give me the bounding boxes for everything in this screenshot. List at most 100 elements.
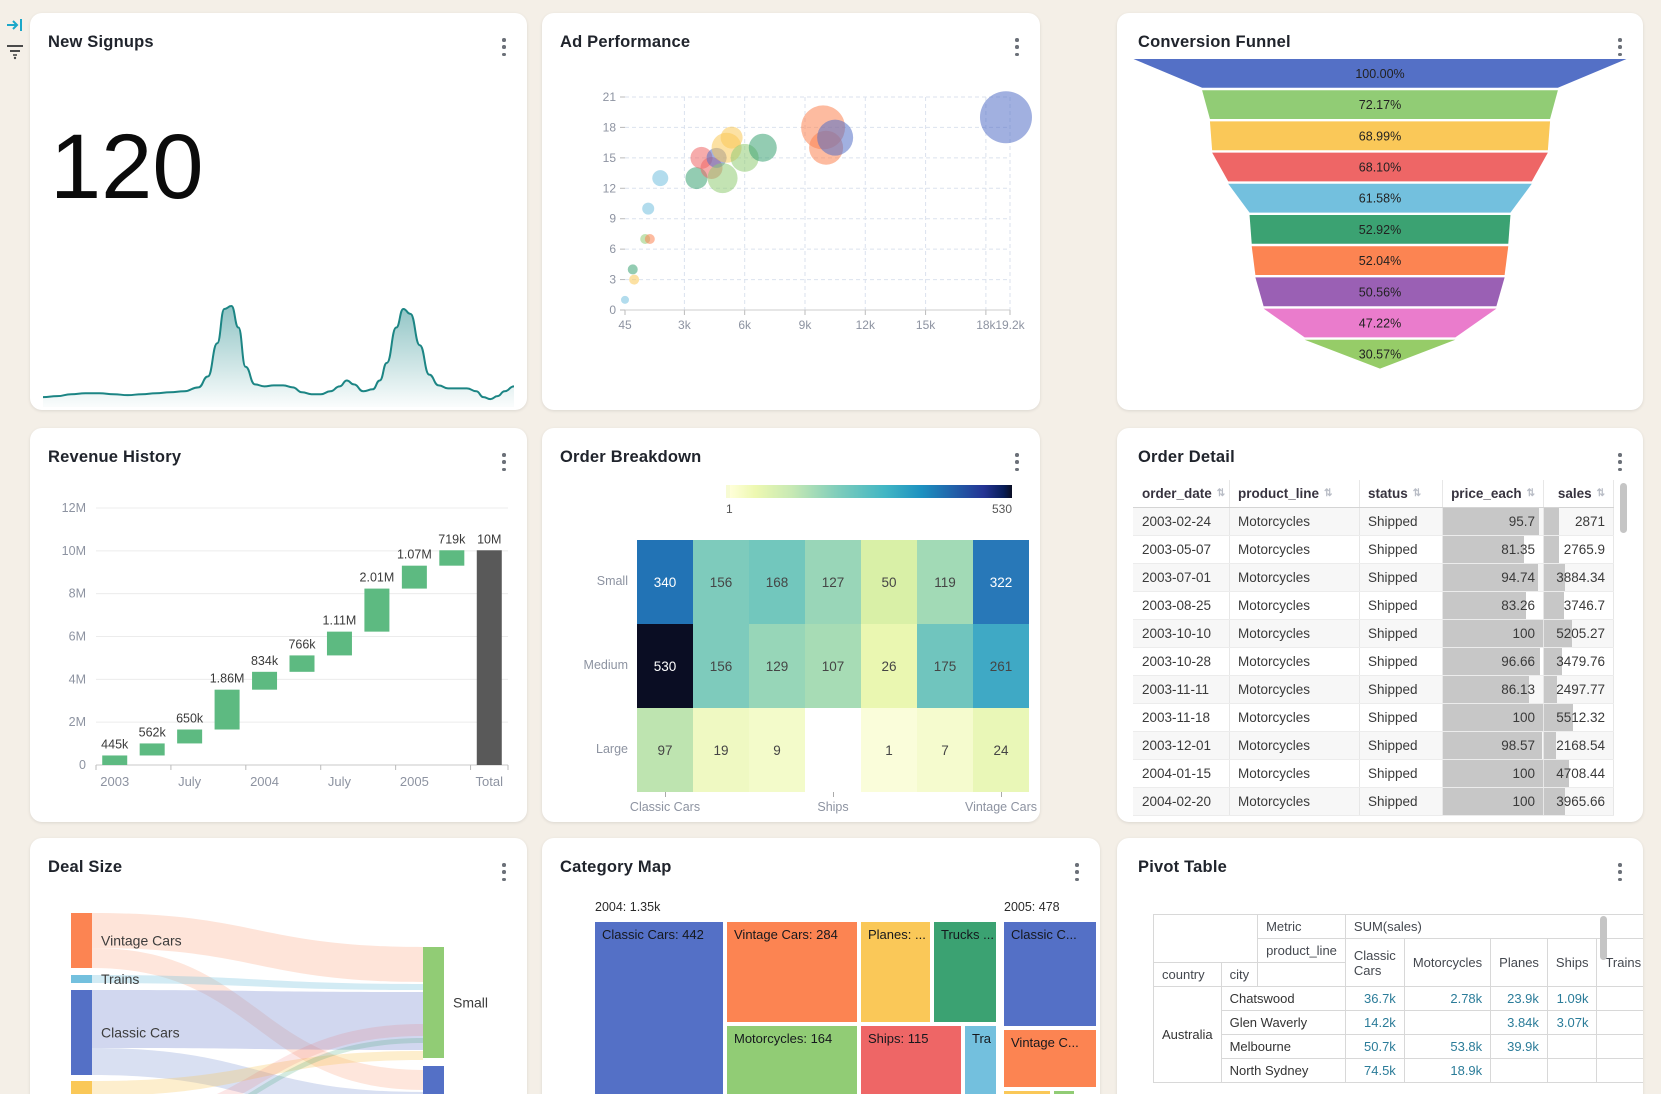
bubble[interactable] <box>652 170 669 187</box>
table-row[interactable]: 2003-10-10 Motorcycles Shipped 100 5205.27 <box>1133 620 1614 648</box>
table-row[interactable]: 2004-02-20 Motorcycles Shipped 100 3965.66 <box>1133 788 1614 816</box>
treemap-box[interactable] <box>1004 1091 1050 1094</box>
card-menu-icon[interactable] <box>1010 453 1024 471</box>
pivot-value-cell[interactable]: 2.78k <box>1403 986 1492 1011</box>
heatmap-cell[interactable]: 26 <box>861 624 917 708</box>
bubble[interactable] <box>627 264 638 275</box>
heatmap-cell[interactable]: 261 <box>973 624 1029 708</box>
heatmap-cell[interactable]: 340 <box>637 540 693 624</box>
sankey-link[interactable] <box>92 948 423 1090</box>
card-menu-icon[interactable] <box>497 453 511 471</box>
treemap-box[interactable]: Ships: 115 <box>861 1026 961 1094</box>
sankey-link[interactable] <box>92 990 423 1050</box>
funnel-segment[interactable] <box>1304 339 1456 369</box>
waterfall-bar[interactable] <box>289 655 315 672</box>
bubble[interactable] <box>642 202 655 215</box>
sankey-node[interactable] <box>71 975 92 983</box>
pivot-value-cell[interactable]: 50.7k <box>1344 1034 1405 1059</box>
funnel-segment[interactable] <box>1263 308 1497 338</box>
sankey-link[interactable] <box>92 913 423 982</box>
heatmap-cell[interactable]: 97 <box>637 708 693 792</box>
treemap-box[interactable]: Tra <box>965 1026 996 1094</box>
sankey-link[interactable] <box>92 1051 423 1094</box>
treemap-box[interactable]: Classic Cars: 442 <box>595 922 723 1094</box>
funnel-segment[interactable] <box>1202 90 1558 119</box>
sort-icon[interactable]: ⇅ <box>1412 488 1422 499</box>
waterfall-bar[interactable] <box>214 689 240 730</box>
pivot-value-cell[interactable]: 3.84k <box>1490 1010 1548 1035</box>
funnel-segment[interactable] <box>1212 152 1548 182</box>
sankey-node[interactable] <box>71 913 92 968</box>
treemap-box[interactable]: Motorcycles: 164 <box>727 1026 857 1094</box>
sankey-link[interactable] <box>92 975 423 990</box>
heatmap-cell[interactable]: 50 <box>861 540 917 624</box>
table-row[interactable]: 2003-05-07 Motorcycles Shipped 81.35 2765.9 <box>1133 536 1614 564</box>
waterfall-bar[interactable] <box>401 565 427 589</box>
pivot-value-cell[interactable]: 1.09k <box>1546 986 1598 1011</box>
column-header-price_each[interactable]: price_each ⇅ <box>1443 480 1544 507</box>
funnel-segment[interactable] <box>1251 246 1509 275</box>
funnel-segment[interactable] <box>1209 121 1551 151</box>
table-row[interactable]: 2003-10-28 Motorcycles Shipped 96.66 3479.76 <box>1133 648 1614 676</box>
column-header-status[interactable]: status ⇅ <box>1360 480 1443 507</box>
bubble[interactable] <box>748 133 777 162</box>
pivot-value-cell[interactable]: 53.8k <box>1403 1034 1492 1059</box>
sort-icon[interactable]: ⇅ <box>1324 488 1333 499</box>
sankey-link[interactable] <box>92 1048 423 1094</box>
card-menu-icon[interactable] <box>1613 38 1627 56</box>
sankey-node[interactable] <box>71 990 92 1075</box>
sankey-node[interactable] <box>423 947 444 1058</box>
collapse-right-icon[interactable] <box>6 16 24 34</box>
waterfall-bar[interactable] <box>102 755 128 765</box>
sankey-link[interactable] <box>92 1038 423 1094</box>
pivot-col-header[interactable]: Planes <box>1490 938 1548 987</box>
sankey-node[interactable] <box>71 1081 92 1094</box>
table-row[interactable]: 2003-07-01 Motorcycles Shipped 94.74 3884.34 <box>1133 564 1614 592</box>
bubble[interactable] <box>707 163 738 194</box>
pivot-value-cell[interactable]: 74.5k <box>1344 1058 1405 1083</box>
card-menu-icon[interactable] <box>497 38 511 56</box>
bubble[interactable] <box>644 234 655 244</box>
table-scrollbar[interactable] <box>1620 483 1627 533</box>
table-row[interactable]: 2003-11-18 Motorcycles Shipped 100 5512.32 <box>1133 704 1614 732</box>
funnel-segment[interactable] <box>1133 59 1627 88</box>
treemap-box[interactable]: Planes: ... <box>861 922 930 1022</box>
column-header-sales[interactable]: sales ⇅ <box>1544 480 1614 507</box>
pivot-value-cell[interactable]: 14.2k <box>1344 1010 1405 1035</box>
card-menu-icon[interactable] <box>1613 453 1627 471</box>
card-menu-icon[interactable] <box>1070 863 1084 881</box>
bubble[interactable] <box>979 91 1032 144</box>
sort-icon[interactable]: ⇅ <box>1216 488 1226 499</box>
pivot-value-cell[interactable]: 18.9k <box>1403 1058 1492 1083</box>
table-scrollbar[interactable] <box>1600 916 1607 960</box>
filter-icon[interactable] <box>6 42 24 60</box>
waterfall-bar[interactable] <box>139 743 165 756</box>
pivot-col-header[interactable]: Classic Cars <box>1344 938 1405 987</box>
bubble[interactable] <box>720 126 743 149</box>
bubble[interactable] <box>817 119 854 156</box>
table-row[interactable]: 2003-02-24 Motorcycles Shipped 95.7 2871 <box>1133 508 1614 536</box>
pivot-col-header[interactable]: Motorcycles <box>1403 938 1492 987</box>
heatmap-cell[interactable]: 7 <box>917 708 973 792</box>
sankey-link[interactable] <box>92 1024 423 1094</box>
sort-icon[interactable]: ⇅ <box>1526 488 1535 499</box>
heatmap-cell[interactable]: 9 <box>749 708 805 792</box>
pivot-value-cell[interactable]: 23.9k <box>1490 986 1548 1011</box>
treemap-box[interactable]: Trucks ... <box>934 922 996 1022</box>
card-menu-icon[interactable] <box>497 863 511 881</box>
sort-icon[interactable]: ⇅ <box>1596 488 1605 499</box>
treemap-box[interactable]: Vintage Cars: 284 <box>727 922 857 1022</box>
waterfall-bar[interactable] <box>364 588 390 632</box>
heatmap-cell[interactable]: 156 <box>693 540 749 624</box>
waterfall-bar[interactable] <box>252 671 278 690</box>
bubble[interactable] <box>629 274 640 285</box>
heatmap-cell[interactable]: 175 <box>917 624 973 708</box>
pivot-col-header[interactable]: Ships <box>1546 938 1598 987</box>
card-menu-icon[interactable] <box>1613 863 1627 881</box>
column-header-order_date[interactable]: order_date ⇅ <box>1133 480 1230 507</box>
heatmap-cell[interactable]: 107 <box>805 624 861 708</box>
heatmap-cell[interactable]: 119 <box>917 540 973 624</box>
heatmap-cell[interactable]: 129 <box>749 624 805 708</box>
table-row[interactable]: 2004-01-15 Motorcycles Shipped 100 4708.44 <box>1133 760 1614 788</box>
bubble[interactable] <box>621 295 629 304</box>
